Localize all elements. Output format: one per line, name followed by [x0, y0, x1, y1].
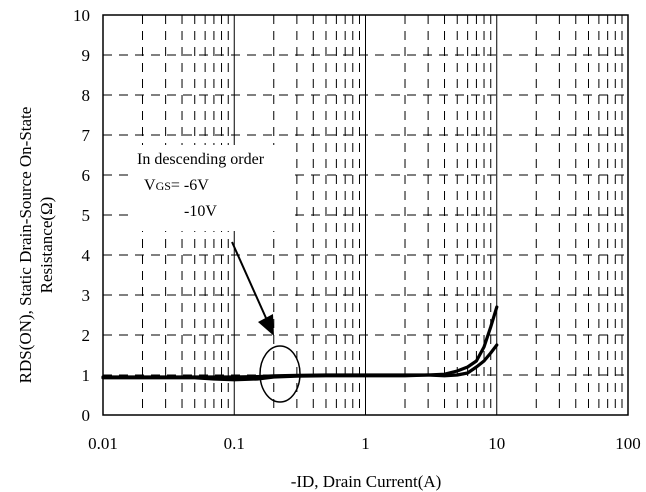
annotation: In descending order VGS= -6V -10V: [130, 145, 301, 403]
y-axis-label: RDS(ON), Static Drain-Source On-State Re…: [16, 107, 56, 384]
plot-frame: [102, 14, 629, 416]
y-tick-label: 9: [82, 46, 91, 65]
x-tick-label: 1: [361, 434, 370, 453]
series-line-2: [101, 343, 499, 379]
y-tick-label: 2: [82, 326, 91, 345]
y-tick-label: 0: [82, 406, 91, 425]
y-tick-label: 1: [82, 366, 91, 385]
y-axis-label-line2: Resistance(Ω): [37, 197, 56, 294]
vgs-subscript: GS: [156, 179, 171, 193]
annotation-arrow-line: [231, 241, 267, 319]
vgs-prefix: V: [144, 177, 156, 194]
annotation-vgs-value2: -10V: [184, 203, 217, 220]
y-tick-label: 3: [82, 286, 91, 305]
y-tick-label: 5: [82, 206, 91, 225]
annotation-vgs: VGS= -6V: [144, 177, 209, 194]
y-tick-label: 6: [82, 166, 91, 185]
x-tick-label: 0.01: [88, 434, 118, 453]
x-tick-label: 0.1: [224, 434, 245, 453]
x-tick-label: 100: [615, 434, 641, 453]
annotation-box: [130, 145, 290, 231]
y-tick-label: 8: [82, 86, 91, 105]
x-tick-label: 10: [488, 434, 505, 453]
series-group: [101, 305, 499, 382]
y-tick-label: 4: [82, 246, 91, 265]
tick-labels: 0 1 2 3 4 5 6 7 8 9 10 0.01 0.1 1 10 100: [73, 6, 641, 453]
y-tick-label: 7: [82, 126, 91, 145]
annotation-line1: In descending order: [137, 151, 265, 168]
vgs-value1: = -6V: [171, 177, 209, 194]
annotation-arrow-head: [258, 314, 274, 336]
y-tick-label: 10: [73, 6, 90, 25]
x-axis-label: -ID, Drain Current(A): [291, 472, 442, 491]
y-axis-label-line1: RDS(ON), Static Drain-Source On-State: [16, 107, 35, 384]
annotation-ellipse: [259, 345, 301, 403]
